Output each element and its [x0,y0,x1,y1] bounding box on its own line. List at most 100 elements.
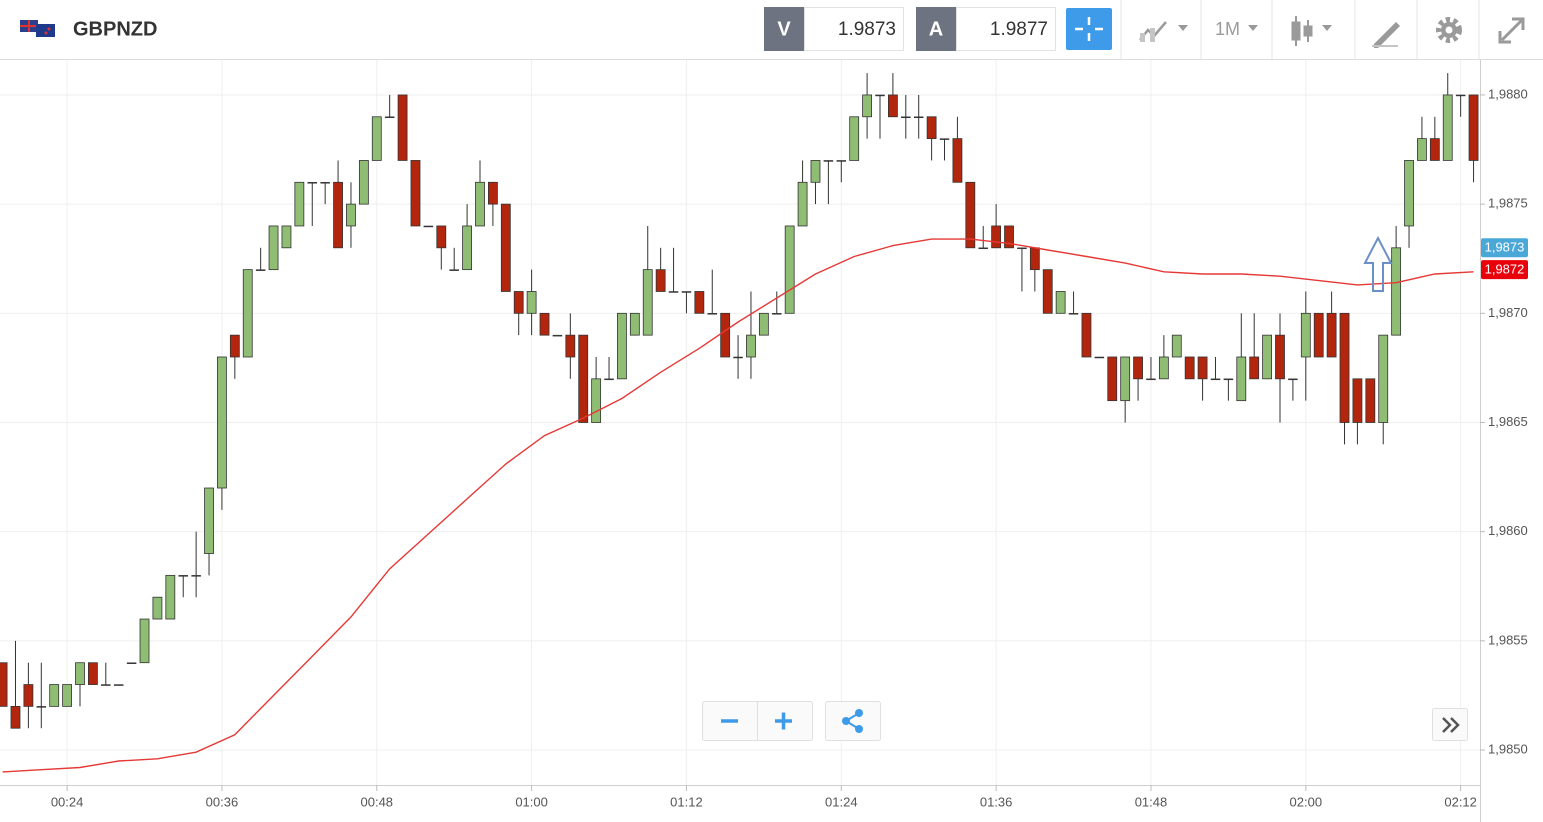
x-tick-label: 02:00 [1290,794,1323,809]
fullscreen-button[interactable] [1498,17,1525,44]
candle-body [1094,356,1105,359]
candle-type-button[interactable] [1291,16,1332,46]
toolbar: GBPNZD V 1.9873 A 1.9877 1M [0,0,1543,60]
share-button[interactable] [842,709,863,733]
ask-label: A [929,18,943,40]
candle-body [1171,334,1182,358]
candle-body [75,662,85,685]
candle-body [88,662,98,685]
bid-button[interactable] [764,7,804,51]
share-box [825,701,881,741]
candle-body [475,181,485,227]
candle-body [436,225,447,249]
candle-body [1184,356,1195,380]
moving-average-line [2,238,1474,773]
bid-label: V [777,18,791,40]
y-tick-label: 1,9875 [1488,196,1528,211]
candle-body [552,334,563,337]
candle-body [449,269,459,271]
y-tick-label: 1,9870 [1488,305,1528,320]
candle-body [565,334,576,358]
x-tick-label: 00:24 [51,794,84,809]
zoom-in-button[interactable] [775,712,792,730]
chart-type-button[interactable] [1139,21,1188,42]
candle-body [333,181,343,249]
crosshair-button[interactable] [1066,8,1112,50]
candle-body [1442,94,1453,161]
zoom-controls [702,701,1468,741]
candle-body [1017,247,1027,250]
candle-body [165,574,176,620]
candle-body [539,312,550,336]
candle-body [488,181,498,205]
symbol: GBPNZD [73,18,157,40]
y-tick-label: 1,9850 [1488,741,1528,756]
candle-body [1197,356,1208,380]
candle-body [578,334,589,423]
x-tick-label: 00:36 [206,794,239,809]
candle-body [939,138,950,140]
x-tick-label: 01:12 [670,794,703,809]
x-tick-label: 01:48 [1135,794,1168,809]
timeframe: 1M [1215,19,1240,39]
x-tick-label: 01:24 [825,794,858,809]
candle-body [1417,138,1427,161]
x-tick-label: 01:36 [980,794,1013,809]
candle-body [217,356,227,489]
candle-body [642,269,653,336]
candle-body [629,312,640,336]
y-tick-label: 1,9880 [1488,86,1528,101]
candle-body [1120,356,1131,402]
candle-body [901,116,911,119]
candle-body [346,203,356,227]
x-tick-label: 02:12 [1444,794,1477,809]
draw-button[interactable] [1372,22,1400,48]
candle-body [836,160,847,162]
candle-body [1352,378,1363,423]
candle-body [797,181,808,227]
candle-body [1068,313,1079,315]
candle-body [991,225,1002,249]
candle-body [294,181,305,227]
candle-body [1365,378,1376,423]
candle-body [513,291,524,314]
x-tick-label: 01:00 [515,794,548,809]
candle-body [1158,356,1169,380]
candle-body [1146,378,1156,381]
candle-body [926,116,937,140]
settings-button[interactable] [1436,17,1462,43]
candle-body [1107,356,1118,402]
candle-body [10,705,21,729]
candle-body [772,313,782,315]
y-tick-label: 1,9860 [1488,523,1528,538]
candle-body [1262,334,1272,380]
candle-body [1288,378,1298,381]
candle-body [978,247,988,250]
candle-body [307,182,318,184]
bid-price: 1.9873 [838,19,896,40]
annotation-arrow [1363,235,1393,292]
candle-body [668,291,679,293]
candle-body [1391,247,1402,336]
timeframe-button[interactable]: 1M [1215,19,1258,39]
grid [0,60,1480,785]
candle-body [681,291,692,293]
toolbar-separators [1120,0,1480,59]
candle-body [1004,225,1014,249]
candle-body [526,291,537,314]
candle-body [242,269,253,358]
candle-body [823,160,834,162]
candle-body [1055,291,1066,314]
candle-body [1042,269,1053,314]
candle-body [707,313,718,315]
candle-body [591,378,602,423]
candle-body [1300,312,1311,358]
scroll-end-button[interactable] [1442,717,1460,733]
candle-body [101,684,111,686]
candle-body [1249,356,1260,380]
ask-button[interactable] [916,7,956,51]
y-tick-label: 1,9865 [1488,414,1528,429]
candle-body [126,662,137,664]
candle-body [1455,94,1466,97]
candle-body [62,684,72,707]
